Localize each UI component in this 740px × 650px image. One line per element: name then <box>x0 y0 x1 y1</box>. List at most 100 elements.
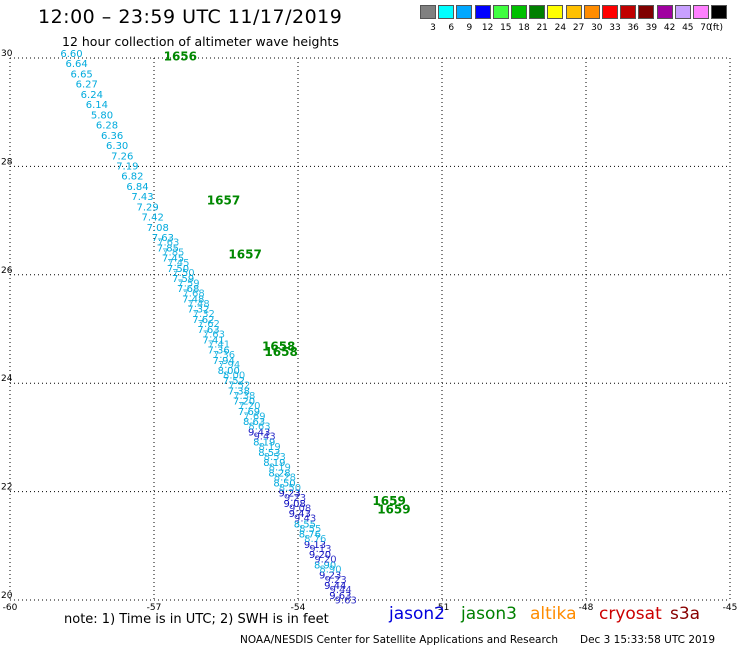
colorbar-swatch <box>438 5 455 19</box>
colorbar-swatch <box>620 5 637 19</box>
wave-height-label: 7.20 <box>238 401 260 412</box>
credit-line: NOAA/NESDIS Center for Satellite Applica… <box>240 634 558 646</box>
wave-height-label: 7.48 <box>188 299 210 310</box>
wave-height-label: 7.41 <box>202 335 224 346</box>
colorbar-swatch <box>583 5 600 19</box>
wave-height-label: 7.38 <box>233 391 255 402</box>
wave-height-label: 9.44 <box>324 581 346 592</box>
wave-height-label: 8.76 <box>304 534 326 545</box>
wave-height-label: 7.26 <box>111 151 133 162</box>
wave-height-label: 7.62 <box>198 319 220 330</box>
wave-height-label: 6.30 <box>106 141 128 152</box>
wave-height-label: 7.43 <box>131 192 153 203</box>
time-label: 1657 <box>228 248 261 262</box>
colorbar-swatch <box>492 5 509 19</box>
wave-height-label: 7.41 <box>208 340 230 351</box>
wave-height-label: 7.68 <box>177 284 199 295</box>
wave-height-label: 9.08 <box>284 499 306 510</box>
colorbar-swatch <box>456 5 473 19</box>
x-tick-label: -51 <box>435 603 450 613</box>
time-label: 1658 <box>262 340 295 354</box>
chart-title: 12:00 – 23:59 UTC 11/17/2019 <box>38 6 343 28</box>
wave-height-label: 9.08 <box>289 503 311 514</box>
satellite-altika: altika <box>530 604 577 624</box>
wave-height-label: 6.27 <box>76 80 98 91</box>
wave-height-label: 8.50 <box>273 479 295 490</box>
wave-height-label: 9.43 <box>289 509 311 520</box>
wave-height-label: 6.14 <box>86 100 108 111</box>
colorbar-swatch <box>674 5 691 19</box>
wave-height-label: 7.69 <box>238 407 260 418</box>
wave-height-label: 7.48 <box>182 294 204 305</box>
wave-height-label: 9.23 <box>284 493 306 504</box>
time-label: 1659 <box>372 494 405 508</box>
wave-height-label: 8.53 <box>264 452 286 463</box>
y-tick-label: 20 <box>1 591 13 601</box>
wave-height-label: 9.13 <box>304 540 326 551</box>
wave-height-label: 7.45 <box>167 258 189 269</box>
wave-height-label: 9.20 <box>309 550 331 561</box>
colorbar-label: 39 <box>645 23 658 33</box>
satellite-s3a: s3a <box>670 604 701 624</box>
wave-height-label: 6.82 <box>121 172 143 183</box>
wave-height-label: 7.20 <box>233 397 255 408</box>
wave-height-label: 7.63 <box>157 237 179 248</box>
wave-height-label: 7.45 <box>162 254 184 265</box>
wave-height-label: 9.63 <box>329 591 351 602</box>
colorbar-swatch <box>656 5 673 19</box>
wave-height-label: 6.60 <box>60 49 82 60</box>
wave-height-label: 7.69 <box>243 411 265 422</box>
wave-height-label: 7.29 <box>136 202 158 213</box>
colorbar-swatch <box>474 5 491 19</box>
wave-height-label: 8.63 <box>243 417 265 428</box>
time-label: 1656 <box>164 50 197 64</box>
wave-height-label: 9.63 <box>335 595 357 606</box>
time-label: 1657 <box>207 193 240 207</box>
wave-height-label: 7.32 <box>193 309 215 320</box>
wave-height-label: 7.94 <box>218 360 240 371</box>
wave-height-label: 6.84 <box>126 182 148 193</box>
wave-height-label: 8.28 <box>274 473 296 484</box>
wave-height-label: 8.90 <box>319 565 341 576</box>
wave-height-label: 9.13 <box>309 544 331 555</box>
wave-height-label: 7.36 <box>213 350 235 361</box>
x-tick-label: -57 <box>147 603 162 613</box>
wave-height-label: 7.52 <box>228 381 250 392</box>
wave-height-label: 6.36 <box>101 131 123 142</box>
colorbar-label: 30 <box>591 23 603 33</box>
colorbar-swatch <box>420 5 436 19</box>
wave-height-label: 7.32 <box>187 305 209 316</box>
wave-height-label: 7.52 <box>223 376 245 387</box>
wave-height-label: 8.55 <box>299 524 321 535</box>
colorbar-swatch <box>529 5 546 19</box>
wave-height-label: 7.85 <box>157 243 179 254</box>
colorbar-label: 33 <box>609 23 621 33</box>
wave-height-label: 7.59 <box>172 274 194 285</box>
wave-height-label: 7.36 <box>207 346 229 357</box>
satellite-jason2: jason2 <box>389 604 445 624</box>
wave-height-label: 8.19 <box>259 442 281 453</box>
wave-height-label: 8.76 <box>299 530 321 541</box>
y-tick-label: 26 <box>1 266 13 276</box>
colorbar-label: 42 <box>663 23 676 33</box>
colorbar-label: 27 <box>572 23 585 33</box>
colorbar-label: 15 <box>500 23 512 33</box>
wave-height-label: 8.00 <box>218 366 240 377</box>
satellite-jason3: jason3 <box>461 604 517 624</box>
x-tick-label: -54 <box>291 603 306 613</box>
colorbar-swatch <box>638 5 655 19</box>
wave-height-label: 6.24 <box>81 90 103 101</box>
y-tick-label: 24 <box>1 374 13 384</box>
wave-height-label: 9.44 <box>330 585 352 596</box>
colorbar-label: 12 <box>481 23 494 33</box>
colorbar-swatch <box>711 5 728 19</box>
wave-height-label: 7.50 <box>172 268 194 279</box>
colorbar-swatch <box>565 5 582 19</box>
wave-height-label: 8.19 <box>269 462 291 473</box>
wave-height-label: 5.80 <box>91 110 113 121</box>
x-tick-label: -60 <box>3 603 18 613</box>
wave-height-label: 7.50 <box>167 264 189 275</box>
colorbar-label: 18 <box>518 23 530 33</box>
wave-height-label: 8.53 <box>258 448 280 459</box>
colorbar-label: 6 <box>448 23 455 33</box>
